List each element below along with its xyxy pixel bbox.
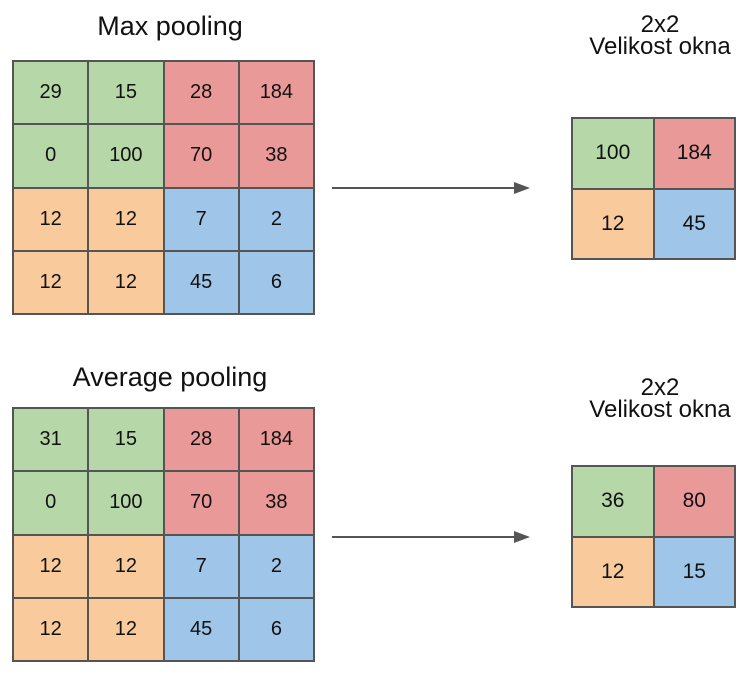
input-cell: 100 [88,471,164,535]
input-cell: 15 [88,408,164,472]
input-cell: 184 [238,408,314,472]
output-cell: 15 [653,536,735,607]
max-pooling-window-caption: 2x2 Velikost okna [565,11,745,60]
max-pooling-output-grid: 100 184 12 45 [571,117,736,260]
input-cell: 12 [13,250,89,314]
window-size-description: Velikost okna [589,33,731,60]
input-cell: 2 [238,534,314,598]
input-cell: 29 [13,61,89,125]
input-cell: 100 [88,124,164,188]
input-cell: 70 [163,124,239,188]
input-cell: 70 [163,471,239,535]
input-cell: 31 [13,408,89,472]
output-cell: 36 [572,466,654,537]
input-cell: 28 [163,408,239,472]
output-cell: 12 [572,188,654,259]
input-cell: 12 [88,187,164,251]
input-cell: 7 [163,534,239,598]
average-pooling-title: Average pooling [72,362,268,392]
output-cell: 12 [572,536,654,607]
average-pooling-section: Average pooling 31 15 28 184 0 100 70 38… [0,355,745,688]
input-cell: 38 [238,471,314,535]
output-cell: 80 [653,466,735,537]
input-cell: 0 [13,124,89,188]
input-cell: 28 [163,61,239,125]
output-cell: 45 [653,188,735,259]
output-cell: 100 [572,118,654,189]
input-cell: 12 [13,187,89,251]
output-cell: 184 [653,118,735,189]
average-pooling-window-caption: 2x2 Velikost okna [565,374,745,423]
input-cell: 0 [13,471,89,535]
input-cell: 184 [238,61,314,125]
input-cell: 12 [88,534,164,598]
input-cell: 45 [163,597,239,661]
input-cell: 45 [163,250,239,314]
input-cell: 2 [238,187,314,251]
input-cell: 15 [88,61,164,125]
input-cell: 6 [238,597,314,661]
input-cell: 12 [88,597,164,661]
input-cell: 7 [163,187,239,251]
window-size-label: 2x2 [640,374,680,401]
window-size-description: Velikost okna [589,396,731,423]
max-pooling-title: Max pooling [97,11,243,41]
input-cell: 12 [88,250,164,314]
input-cell: 38 [238,124,314,188]
input-cell: 6 [238,250,314,314]
arrow-right-icon [332,531,530,543]
input-cell: 12 [13,534,89,598]
window-size-label: 2x2 [640,11,680,38]
arrow-right-icon [332,182,530,194]
max-pooling-section: Max pooling 29 15 28 184 0 100 70 38 12 … [0,0,745,333]
max-pooling-input-grid: 29 15 28 184 0 100 70 38 12 12 7 2 12 12… [12,60,315,315]
average-pooling-output-grid: 36 80 12 15 [571,465,736,608]
average-pooling-input-grid: 31 15 28 184 0 100 70 38 12 12 7 2 12 12… [12,407,315,662]
input-cell: 12 [13,597,89,661]
